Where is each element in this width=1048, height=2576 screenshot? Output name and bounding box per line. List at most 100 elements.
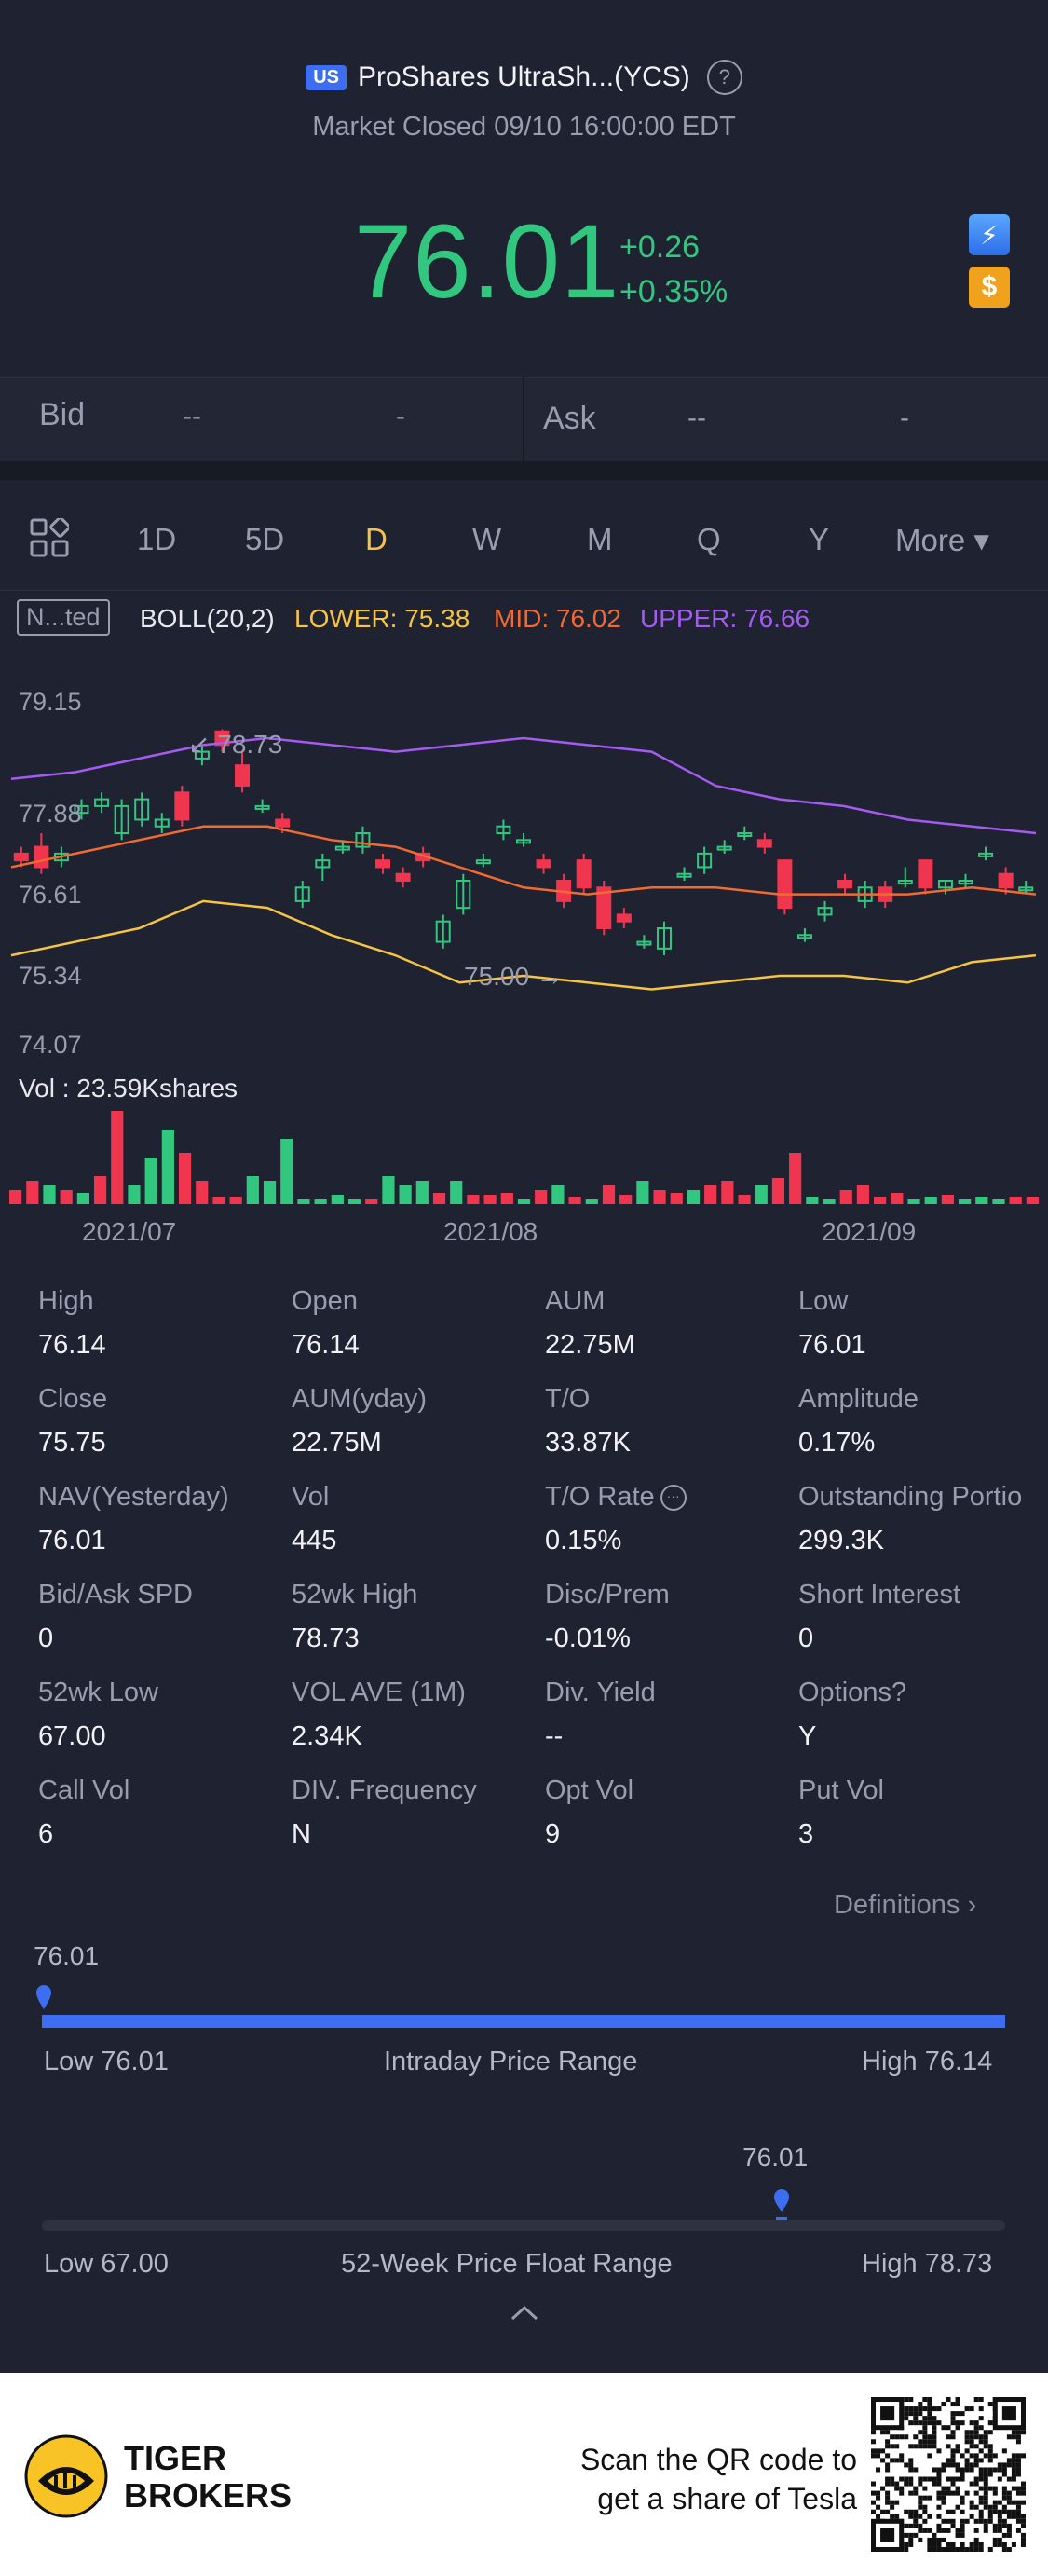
stat-label: Bid/Ask SPD: [38, 1580, 193, 1610]
qr-code-icon[interactable]: [871, 2397, 1026, 2552]
qr-module: [983, 2486, 988, 2491]
qr-module: [969, 2546, 974, 2552]
tab-d[interactable]: D: [365, 522, 388, 556]
qr-module: [973, 2434, 979, 2440]
week52-range-bar: [42, 2220, 1005, 2231]
x-tick: 2021/07: [82, 1217, 177, 1246]
bid-size: -: [396, 401, 405, 432]
tab-5d[interactable]: 5D: [245, 522, 285, 556]
qr-module: [913, 2523, 919, 2528]
candle-body: [596, 886, 612, 929]
qr-module: [899, 2490, 905, 2496]
stat-put-vol: Put Vol 3: [798, 1775, 1048, 1850]
qr-module: [983, 2444, 988, 2449]
candlestick-chart[interactable]: [0, 652, 1048, 1062]
stat-value: 22.75M: [292, 1428, 382, 1458]
tab-m[interactable]: M: [587, 522, 613, 556]
stat-amplitude: Amplitude 0.17%: [798, 1384, 1048, 1459]
volume-bar: [992, 1199, 1005, 1204]
qr-module: [983, 2472, 988, 2477]
qr-module: [973, 2425, 979, 2431]
qr-module: [1011, 2476, 1016, 2482]
definitions-link[interactable]: Definitions ›: [834, 1890, 976, 1921]
qr-module: [927, 2528, 932, 2533]
qr-module: [885, 2481, 891, 2487]
qr-module: [894, 2500, 900, 2505]
boll-lower-line: [10, 899, 1037, 991]
volume-bar: [246, 1176, 259, 1204]
qr-module: [987, 2453, 993, 2459]
qr-module: [918, 2411, 923, 2417]
qr-module: [1001, 2523, 1007, 2528]
week52-title: 52-Week Price Float Range: [341, 2249, 673, 2279]
layout-grid-icon[interactable]: [30, 518, 69, 557]
qr-module: [964, 2430, 970, 2435]
qr-module: [960, 2523, 965, 2528]
qr-module: [950, 2448, 956, 2454]
boll-label[interactable]: BOLL(20,2): [140, 604, 275, 633]
qr-module: [941, 2402, 946, 2407]
qr-module: [894, 2458, 900, 2463]
volume-bar: [483, 1195, 497, 1204]
qr-module: [983, 2490, 988, 2496]
scan-line-2: get a share of Tesla: [597, 2482, 857, 2515]
chevron-up-icon[interactable]: [509, 2302, 540, 2323]
qr-module: [978, 2518, 984, 2524]
qr-module: [973, 2546, 979, 2552]
qr-module: [913, 2411, 919, 2417]
qr-module: [969, 2430, 974, 2435]
stat-value: 78.73: [292, 1624, 360, 1653]
stat-value: 0: [798, 1624, 814, 1653]
qr-module: [932, 2444, 937, 2449]
candle-body: [395, 872, 411, 883]
stat-short-interest: Short Interest 0: [798, 1580, 1048, 1654]
qr-module: [978, 2495, 984, 2501]
candle-body: [94, 798, 110, 807]
stat-value: 76.01: [798, 1330, 866, 1360]
qr-module: [922, 2439, 928, 2445]
qr-module: [946, 2476, 951, 2482]
qr-module: [932, 2537, 937, 2542]
info-icon[interactable]: ···: [660, 1485, 687, 1512]
stat-call-vol: Call Vol 6: [38, 1775, 292, 1850]
stock-title[interactable]: ProShares UltraSh...(YCS): [358, 62, 690, 92]
qr-module: [913, 2509, 919, 2514]
qr-module: [871, 2453, 877, 2459]
intraday-current: 76.01: [34, 1941, 100, 1970]
dollar-icon[interactable]: $: [969, 267, 1010, 308]
tab-q[interactable]: Q: [697, 522, 721, 556]
help-icon[interactable]: ?: [706, 60, 742, 95]
stat-label: AUM(yday): [292, 1384, 428, 1414]
qr-module: [955, 2402, 960, 2407]
lightning-icon[interactable]: ⚡: [969, 214, 1010, 255]
qr-module: [1015, 2458, 1021, 2463]
tab-y[interactable]: Y: [809, 522, 830, 556]
tab-1d[interactable]: 1D: [137, 522, 177, 556]
qr-module: [871, 2500, 877, 2505]
qr-module: [932, 2481, 937, 2487]
qr-module: [987, 2448, 993, 2454]
qr-module: [922, 2509, 928, 2514]
candle-body: [134, 798, 150, 821]
qr-module: [978, 2472, 984, 2477]
week52-high: High 78.73: [862, 2249, 993, 2279]
qr-module: [918, 2430, 923, 2435]
qr-module: [904, 2523, 909, 2528]
qr-module: [997, 2537, 1002, 2542]
tab-w[interactable]: W: [472, 522, 502, 556]
qr-module: [1015, 2500, 1021, 2505]
qr-module: [880, 2430, 886, 2435]
qr-finder-core: [1001, 2406, 1016, 2421]
qr-module: [955, 2467, 960, 2473]
qr-module: [1020, 2523, 1026, 2528]
volume-bar: [347, 1199, 361, 1204]
qr-module: [964, 2462, 970, 2468]
qr-module: [894, 2486, 900, 2491]
candle-body: [536, 859, 551, 869]
qr-module: [987, 2430, 993, 2435]
qr-module: [1020, 2500, 1026, 2505]
volume-bar: [60, 1190, 73, 1204]
qr-module: [978, 2546, 984, 2552]
price-mode-toggle[interactable]: N...ted: [17, 599, 110, 636]
tab-more[interactable]: More ▾: [895, 523, 989, 557]
